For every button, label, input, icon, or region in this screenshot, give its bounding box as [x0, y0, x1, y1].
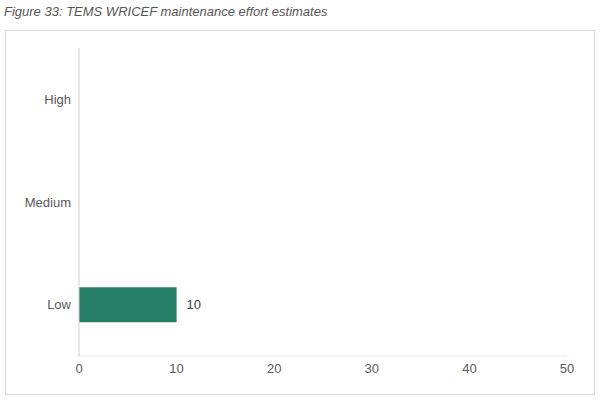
svg-text:10: 10 — [187, 297, 201, 312]
svg-text:0: 0 — [75, 361, 82, 376]
svg-text:40: 40 — [462, 361, 476, 376]
html-text:Figure 33: TEMS WRICEF mainten: Figure 33: TEMS WRICEF maintenance effor… — [4, 4, 328, 19]
svg-text:10: 10 — [169, 361, 183, 376]
svg-text:Low: Low — [47, 297, 71, 312]
svg-text:50: 50 — [560, 361, 574, 376]
svg-text:30: 30 — [365, 361, 379, 376]
svg-text:20: 20 — [267, 361, 281, 376]
svg-text:Medium: Medium — [25, 195, 71, 210]
svg-text:High: High — [44, 92, 71, 107]
